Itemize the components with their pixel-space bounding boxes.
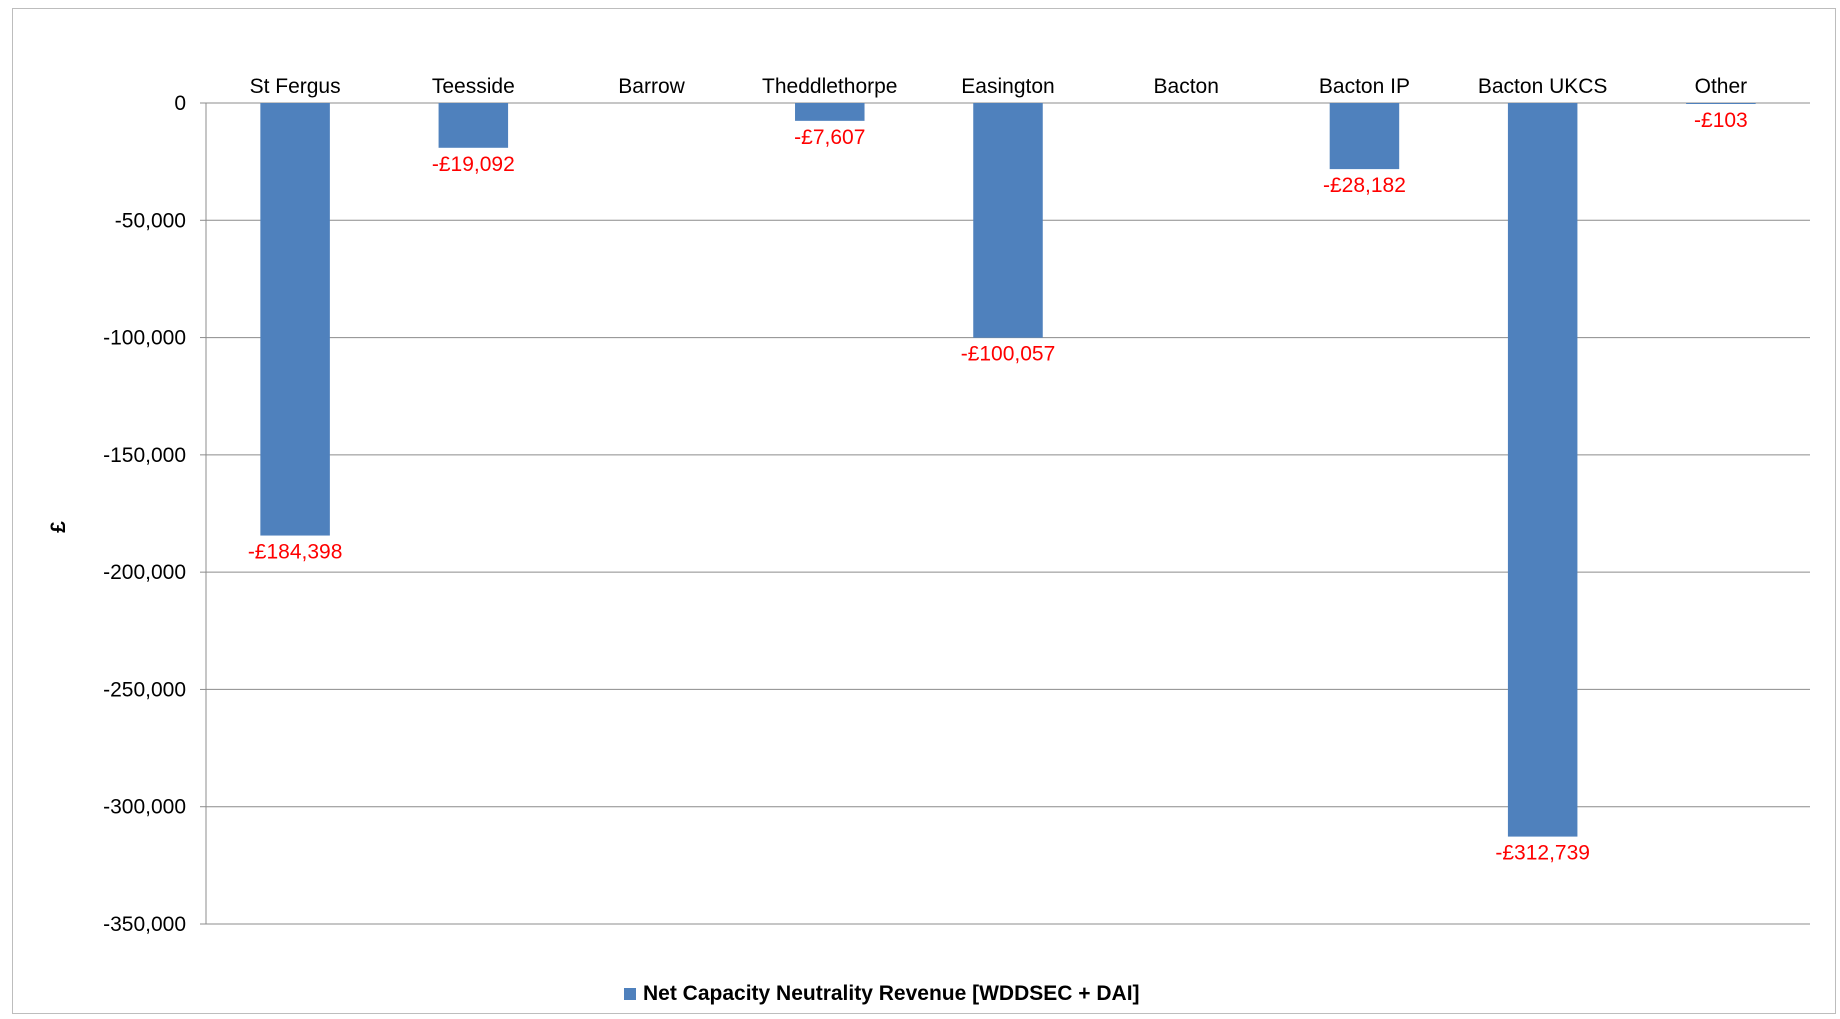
legend-label: Net Capacity Neutrality Revenue [WDDSEC … xyxy=(643,982,1140,1005)
data-label: -£312,739 xyxy=(1495,842,1590,865)
axes: 0 -50,000 -100,000 -150,000 -200,000 -250,000… xyxy=(103,75,1747,936)
bar xyxy=(438,103,509,148)
x-category-label: St Fergus xyxy=(250,75,341,98)
data-label: -£28,182 xyxy=(1323,174,1406,197)
y-tick-label: -250,000 xyxy=(103,678,186,701)
y-tick-label: 0 xyxy=(174,92,186,115)
bar-chart: 0 -50,000 -100,000 -150,000 -200,000 -250,000… xyxy=(47,75,1810,1005)
bar xyxy=(260,103,330,536)
x-category-label: Bacton xyxy=(1154,75,1219,98)
bar xyxy=(1329,103,1400,170)
x-category-label: Barrow xyxy=(618,75,685,98)
data-label: -£184,398 xyxy=(248,541,343,564)
y-tick-label: -150,000 xyxy=(103,444,186,467)
y-tick-label: -50,000 xyxy=(115,209,186,232)
bar xyxy=(973,103,1043,338)
x-category-label: Teesside xyxy=(432,75,515,98)
x-category-label: Theddlethorpe xyxy=(762,75,897,98)
data-label: -£100,057 xyxy=(961,343,1056,366)
y-tick-label: -200,000 xyxy=(103,561,186,584)
y-tick-label: -350,000 xyxy=(103,913,186,936)
x-category-label: Other xyxy=(1695,75,1748,98)
data-label: -£103 xyxy=(1694,109,1748,132)
bar xyxy=(1507,103,1578,837)
legend-swatch xyxy=(624,988,636,1000)
x-category-label: Bacton IP xyxy=(1319,75,1410,98)
y-axis-title: £ xyxy=(47,521,70,533)
y-tick-label: -100,000 xyxy=(103,327,186,350)
x-category-label: Easington xyxy=(961,75,1054,98)
legend: Net Capacity Neutrality Revenue [WDDSEC … xyxy=(624,982,1140,1005)
bar xyxy=(1686,103,1756,104)
bar xyxy=(795,103,865,121)
data-label: -£7,607 xyxy=(794,126,865,149)
data-label: -£19,092 xyxy=(432,153,515,176)
data-labels: -£184,398 -£19,092 -£7,607 -£100,057 -£28,18… xyxy=(248,109,1748,865)
x-category-label: Bacton UKCS xyxy=(1478,75,1608,98)
y-tick-label: -300,000 xyxy=(103,796,186,819)
bars xyxy=(260,103,1756,837)
chart-frame: 0 -50,000 -100,000 -150,000 -200,000 -250,000… xyxy=(12,8,1836,1014)
